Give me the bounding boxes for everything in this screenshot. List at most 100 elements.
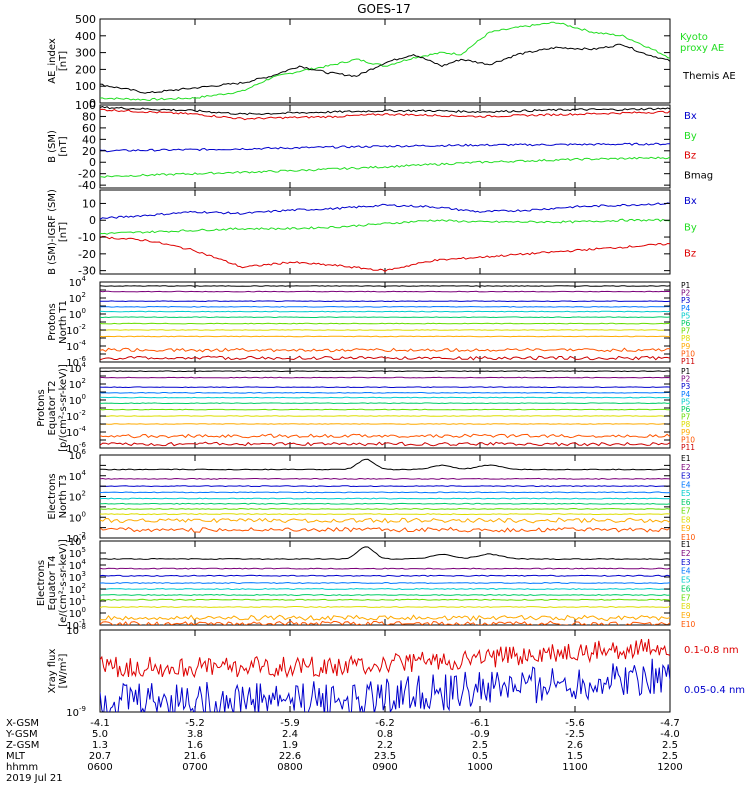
ent3-series-e1 [100,458,670,471]
legend-ent3-e2: E2 [681,463,691,472]
ent3-series-e10 [100,526,670,533]
eet4-ytick-label: 102 [69,582,86,596]
eet4-plot-area [100,546,670,625]
eet4-ytick-label: 105 [69,546,86,560]
eet4-ytick-label: 103 [69,570,86,584]
bigrf-plot-area [100,202,670,273]
ae-series-themis-ae [100,43,670,94]
eet4-ytick-exp: 5 [82,546,86,554]
ent3-ytick-base: 10 [69,493,82,504]
pet2-ytick-exp: 0 [82,393,86,401]
ent3-series-e8 [100,513,670,516]
ephem-value: -0.9 [470,729,490,740]
bsm-ylabel-line: B (SM) [47,130,58,163]
legend-pnt1-p9: P9 [681,342,691,351]
bsm-plot-area [100,105,670,178]
legend-pet2-p1: P1 [681,367,691,376]
bigrf-ylabel-line: [nT] [58,222,69,242]
ephem-value: -2.5 [565,729,585,740]
ephem-value: 1000 [467,762,492,773]
legend-ent3-e6: E6 [681,498,691,507]
eet4-ytick-base: 10 [69,585,82,596]
pnt1-ytick-exp: -6 [79,355,87,363]
ent3-ytick-exp: 2 [82,490,86,498]
legend-pet2-p7: P7 [681,413,691,422]
legend-pet2-p6: P6 [681,405,691,414]
ephem-value: 20.7 [89,751,111,762]
pet2-ytick-exp: -6 [79,441,87,449]
pet2-ylabel-line: Protons [36,389,47,426]
ae-ytick-label: 500 [75,13,96,26]
eet4-ytick-exp: 3 [82,570,86,578]
eet4-series-e8 [100,605,670,609]
ephem-value: 0900 [372,762,397,773]
legend-ent3-e5: E5 [681,489,691,498]
bsm-ytick-label: 40 [82,133,96,146]
pnt1-ylabel-line: Protons [47,303,58,340]
bigrf-series-bz [100,235,670,273]
pnt1-ytick-label: 100 [69,307,86,321]
ent3-series-e5 [100,497,670,500]
bigrf-ylabel: B (SM)-IGRF (SM)[nT] [47,189,69,275]
eet4-ylabel-line: Electrons [36,560,47,606]
pnt1-series-p2 [100,290,670,293]
pet2-ytick-base: 10 [66,428,79,439]
ephem-value: 2.5 [662,751,678,762]
pnt1-ylabel: ProtonsNorth T1 [47,300,69,344]
bsm-ylabel-line: [nT] [58,136,69,156]
pnt1-series-p10 [100,347,670,353]
pet2-ytick-base: 10 [69,364,82,375]
pnt1-ytick-base: 10 [69,278,82,289]
eet4-ytick-exp: 1 [82,594,86,602]
eet4-ytick-base: 10 [69,561,82,572]
ent3-ytick-exp: 0 [82,510,86,518]
ephem-value: 2.5 [662,740,678,751]
ent3-ytick-exp: 6 [82,448,87,456]
ephem-value: 22.6 [279,751,301,762]
xray-ytick-label: 10-8 [66,623,86,637]
ephem-value: 5.0 [92,729,108,740]
pnt1-series-p6 [100,316,670,319]
ephem-value: -5.9 [280,718,300,729]
panel-xray: Xray flux[W/m²]10-910-80.1-0.8 nm0.05-0.… [47,623,745,719]
legend-pnt1-p8: P8 [681,334,691,343]
bsm-ytick-label: 100 [75,99,96,112]
ephem-label-1: Y-GSM [5,729,38,740]
eet4-ytick-exp: 2 [82,582,86,590]
legend-pnt1-p6: P6 [681,319,691,328]
legend-kyoto-1: Kyoto [680,32,708,43]
legend-ent3-e8: E8 [681,515,691,524]
bigrf-ytick-label: -20 [78,248,96,261]
pet2-ytick-label: 100 [69,393,86,407]
bsm-series-bmag [100,105,670,116]
ent3-ytick-label: 106 [69,448,87,462]
legend-pet2-p8: P8 [681,420,691,429]
ent3-ytick-exp: 4 [82,469,87,477]
ephem-value: -5.6 [565,718,585,729]
ephem-value: 0700 [182,762,207,773]
ephem-value: 2.4 [282,729,298,740]
ephem-value: -5.2 [185,718,205,729]
pet2-series-p3 [100,386,670,389]
ephem-value: 2.5 [472,740,488,751]
legend-pnt1-p2: P2 [681,289,691,298]
ephem-value: 0800 [277,762,302,773]
legend-eet4-e10: E10 [681,620,696,629]
xray-ylabel-line: Xray flux [47,649,58,694]
xray-series-0.1-0.8 nm [100,638,670,679]
xray-ytick-base: 10 [66,626,79,637]
pnt1-ytick-label: 102 [69,291,86,305]
pet2-series-p8 [100,415,670,417]
panel-pet2: ProtonsEquator T2[p/(cm²-s-sr-keV)]10-61… [36,361,695,455]
pnt1-ytick-base: 10 [69,310,82,321]
ae-plot-area [100,21,670,102]
panel-eet4: ElectronsEquator T4[e/(cm²-s-sr-keV)]10-… [36,534,696,632]
ent3-frame [99,454,671,539]
eet4-ytick-base: 10 [69,549,82,560]
ent3-series-e2 [100,477,670,480]
ent3-ytick-label: 100 [69,510,86,524]
pet2-series-p5 [100,396,670,399]
ephem-value: 0.5 [472,751,488,762]
ephem-value: 2.2 [377,740,393,751]
